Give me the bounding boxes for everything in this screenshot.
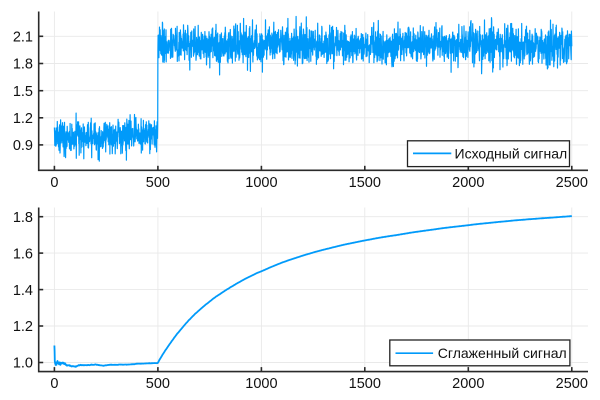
svg-text:Сглаженный сигнал: Сглаженный сигнал	[438, 345, 567, 361]
svg-text:500: 500	[146, 376, 170, 392]
svg-text:1.8: 1.8	[13, 210, 33, 226]
svg-text:2000: 2000	[452, 376, 484, 392]
svg-text:1500: 1500	[349, 376, 381, 392]
svg-text:1.5: 1.5	[13, 84, 33, 100]
svg-text:Исходный сигнал: Исходный сигнал	[455, 145, 568, 161]
svg-text:2000: 2000	[452, 175, 484, 191]
svg-text:2500: 2500	[556, 376, 588, 392]
svg-text:1.4: 1.4	[13, 283, 33, 299]
svg-text:1000: 1000	[245, 175, 277, 191]
svg-text:0: 0	[50, 376, 58, 392]
svg-text:1500: 1500	[349, 175, 381, 191]
svg-text:0.9: 0.9	[13, 138, 33, 154]
svg-text:1.6: 1.6	[13, 246, 33, 262]
svg-text:1.8: 1.8	[13, 57, 33, 73]
svg-text:1000: 1000	[245, 376, 277, 392]
svg-text:2500: 2500	[556, 175, 588, 191]
svg-text:1.2: 1.2	[13, 111, 33, 127]
svg-text:0: 0	[50, 175, 58, 191]
svg-text:500: 500	[146, 175, 170, 191]
svg-text:2.1: 2.1	[13, 30, 33, 46]
svg-text:1.0: 1.0	[13, 356, 33, 372]
svg-text:1.2: 1.2	[13, 319, 33, 335]
